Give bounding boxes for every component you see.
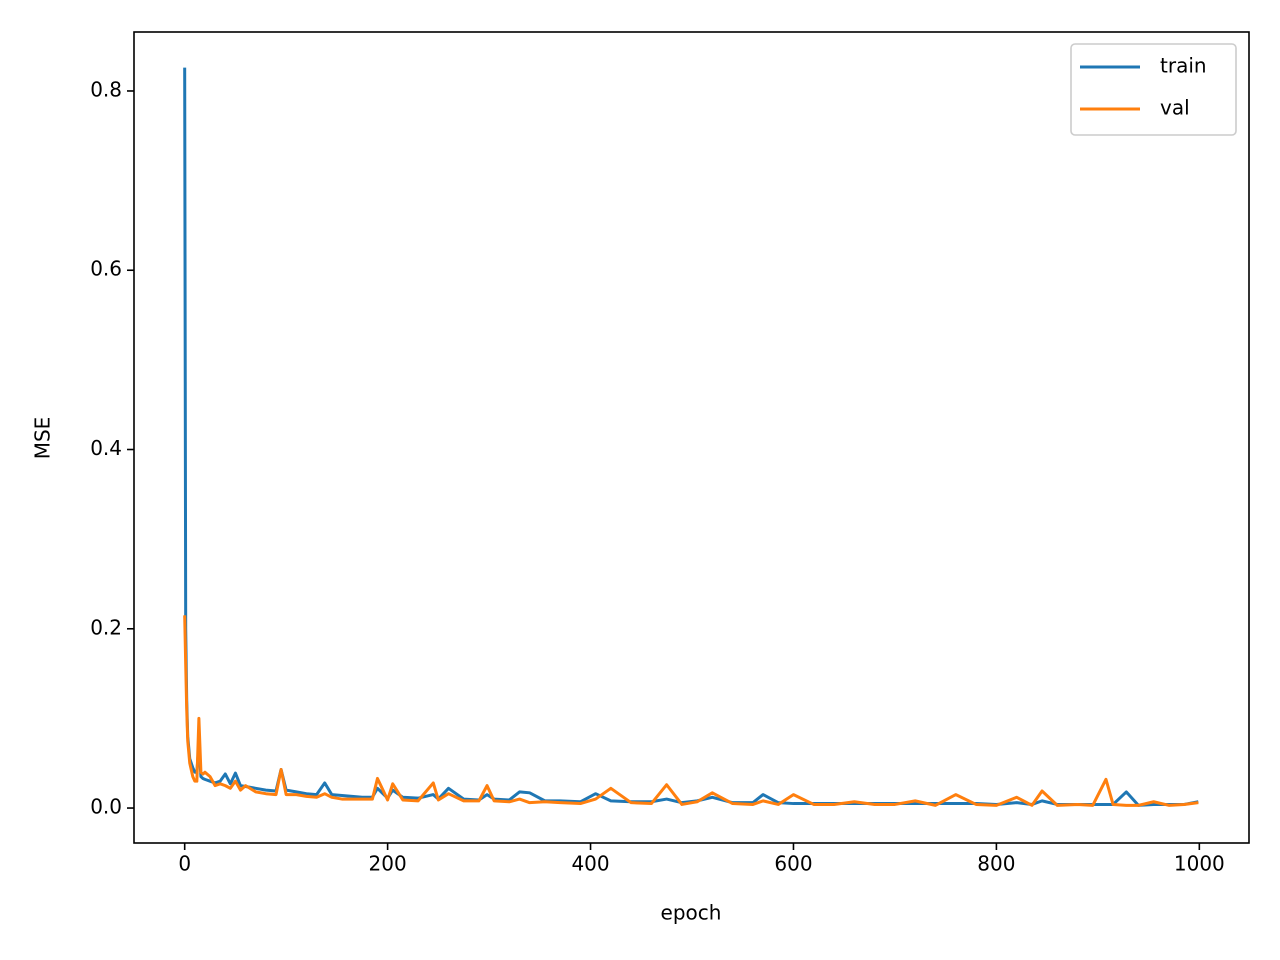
y-tick-label: 0.2 <box>90 615 122 639</box>
y-axis-label: MSE <box>31 417 55 460</box>
legend-label: train <box>1160 54 1207 78</box>
plot-frame <box>133 31 1250 844</box>
legend-box <box>1070 43 1237 136</box>
series-line <box>183 615 1199 807</box>
x-tick-label: 400 <box>571 852 609 876</box>
x-tick-label: 600 <box>774 852 812 876</box>
x-tick-label: 1000 <box>1174 852 1225 876</box>
x-tick-label: 800 <box>977 852 1015 876</box>
y-tick-label: 0.0 <box>90 795 122 819</box>
x-tick-label: 0 <box>178 852 191 876</box>
legend-label: val <box>1160 96 1190 120</box>
y-tick-label: 0.8 <box>90 77 122 101</box>
y-tick-label: 0.4 <box>90 436 122 460</box>
series-line <box>183 67 1199 807</box>
x-axis-label: epoch <box>661 901 722 925</box>
x-tick-label: 200 <box>369 852 407 876</box>
y-tick-label: 0.6 <box>90 257 122 281</box>
